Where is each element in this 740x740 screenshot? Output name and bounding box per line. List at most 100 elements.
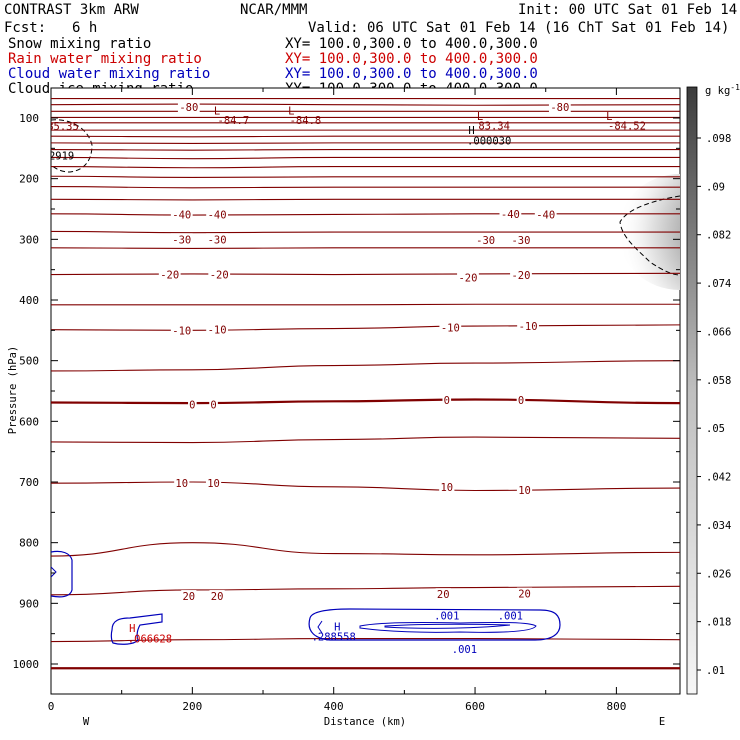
colorbar-tick-label-10: .09 [706,181,725,193]
temperature-label-bg-1 [548,101,571,113]
cloud-water-contour-left-inner [51,566,57,578]
temperature-contour-25 [51,585,680,596]
header-title: CONTRAST 3km ARW [4,2,139,18]
temperature-label-19: 0 [210,399,216,411]
legend-snow-name: Snow mixing ratio [8,36,151,52]
temperature-label-bg-19 [209,398,218,410]
legend-cloud-water-xy: XY= 100.0,300.0 to 400.0,300.0 [285,66,538,82]
temperature-label-0: -80 [179,102,198,114]
extremum-label-12: H [129,623,135,635]
temperature-label-bg-15 [206,323,228,335]
temperature-contour-10 [51,165,680,169]
extremum-label-10: H [468,125,474,137]
temperature-contour-9 [51,156,680,160]
temperature-contour-13 [51,198,680,201]
temperature-label-bg-7 [206,233,228,245]
colorbar [686,86,698,695]
extremum-label-5: 83.34 [478,120,510,132]
y-tick-label-9: 1000 [13,658,40,671]
temperature-label-bg-6 [170,233,193,245]
temperature-contour-19 [51,324,680,331]
temperature-label-16: -10 [441,322,460,334]
y-tick-label-4: 500 [19,355,39,368]
snow-contour [51,119,93,173]
header-valid: Valid: 06 UTC Sat 01 Feb 14 (16 ChT Sat … [308,20,729,36]
temperature-label-3: -40 [208,209,227,221]
temperature-label-bg-16 [439,321,462,333]
x-tick-label-0: 0 [48,700,55,713]
plot-frame [50,87,681,695]
y-tick-label-1: 200 [19,173,39,186]
extremum-label-0: L [214,106,220,118]
temperature-label-5: -40 [536,209,555,221]
y-tick-label-5: 600 [19,415,39,428]
temperature-label-bg-26 [181,590,197,602]
temperature-contour-20 [51,360,680,372]
temperature-contour-12 [51,186,680,189]
extremum-label-6: L [606,111,612,123]
temperature-label-23: 10 [207,478,220,490]
temperature-label-15: -10 [208,325,227,337]
legend-rain-xy: XY= 100.0,300.0 to 400.0,300.0 [285,51,538,67]
temperature-label-bg-9 [510,233,532,245]
temperature-label-bg-24 [439,480,455,492]
cloud-water-contour-left [51,550,73,598]
colorbar-tick-label-7: .066 [706,326,731,338]
temperature-contour-15 [51,230,680,234]
y-tick-label-7: 800 [19,537,39,550]
y-tick-label-3: 400 [19,294,39,307]
temperature-label-12: -20 [458,273,477,285]
temperature-label-bg-21 [516,394,526,406]
temperature-label-28: 20 [437,589,450,601]
cloud-water-contour-small [110,613,163,645]
colorbar-tick-label-5: .05 [706,423,725,435]
colorbar-tick-label-11: .098 [706,133,731,145]
temperature-label-bg-17 [517,320,539,332]
extremum-label-7: -84.52 [608,120,646,132]
colorbar-tick-label-1: .018 [706,617,731,629]
colorbar-tick-label-8: .074 [706,278,731,290]
extremum-label-1: -84.7 [218,115,250,127]
extremum-label-11: .000030 [467,135,511,147]
colorbar-tick-label-3: .034 [706,520,731,532]
temperature-label-bg-4 [499,207,522,219]
colorbar-tick-label-0: .01 [706,665,725,677]
extremum-label-9: 2919 [49,151,74,163]
temperature-label-9: -30 [511,235,530,247]
temperature-label-bg-14 [170,324,193,336]
x-tick-label-2: 400 [324,700,344,713]
cloud-water-contour-main [308,608,561,641]
temperature-contour-8 [51,148,680,151]
y-tick-label-8: 900 [19,597,39,610]
x-tick-label-4: 800 [606,700,626,713]
temperature-label-24: 10 [440,482,453,494]
x-end-label-west: W [83,716,90,728]
temperature-label-13: -20 [511,270,530,282]
extremum-label-16: .001 [434,610,459,622]
header-init: Init: 00 UTC Sat 01 Feb 14 [518,2,737,18]
temperature-label-bg-5 [534,208,557,220]
temperature-label-26: 20 [182,591,195,603]
temperature-label-bg-18 [188,398,197,410]
x-tick-label-1: 200 [182,700,202,713]
y-tick-label-0: 100 [19,112,39,125]
y-tick-label-2: 300 [19,233,39,246]
temperature-label-10: -20 [160,270,179,282]
extremum-label-13: .066628 [128,634,172,646]
colorbar-tick-label-4: .042 [706,472,731,484]
temperature-label-14: -10 [172,325,191,337]
temperature-label-27: 20 [211,591,224,603]
x-axis-label: Distance (km) [324,716,406,728]
extremum-label-2: L [288,106,294,118]
extremum-label-18: .001 [452,644,477,656]
temperature-label-20: 0 [444,395,450,407]
temperature-label-4: -40 [501,209,520,221]
temperature-contour-24 [51,542,680,557]
temperature-label-bg-2 [170,208,193,220]
temperature-label-22: 10 [175,478,188,490]
temperature-label-bg-22 [174,477,190,489]
temperature-label-bg-3 [206,208,228,220]
extremum-label-17: .001 [498,610,523,622]
colorbar-tick-label-2: .026 [706,568,731,580]
